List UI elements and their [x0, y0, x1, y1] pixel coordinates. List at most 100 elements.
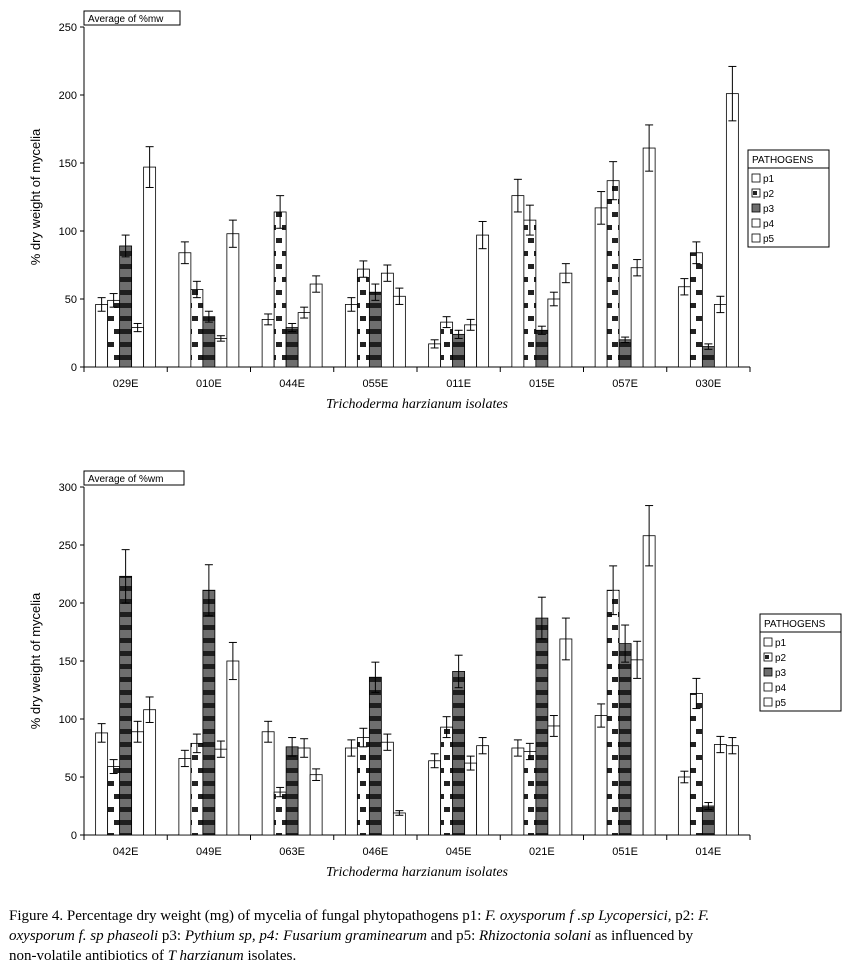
x-tick-label: 055E — [363, 378, 389, 390]
bar-p3 — [202, 589, 216, 836]
error-bar-p3 — [371, 661, 380, 693]
y-tick-label: 200 — [59, 90, 77, 102]
bar-p3 — [285, 746, 299, 836]
error-bar-p5 — [728, 737, 737, 755]
bar-p3 — [285, 327, 299, 368]
bar-p2 — [190, 742, 204, 836]
error-bar-p1 — [264, 720, 273, 743]
bar-p1 — [677, 286, 691, 368]
bar-p2 — [606, 180, 620, 368]
x-tick-label: 051E — [612, 846, 638, 858]
error-bar-p3 — [621, 624, 630, 663]
bar-p2 — [523, 219, 537, 368]
legend-swatch-p3 — [751, 203, 761, 213]
error-bar-p5 — [645, 124, 654, 172]
bar-p1 — [178, 252, 192, 368]
error-bar-p5 — [395, 810, 404, 816]
error-bar-p5 — [228, 641, 237, 681]
bar-p3 — [701, 805, 715, 836]
chart-title-box: Average of %wm — [83, 470, 185, 486]
error-bar-p2 — [276, 786, 285, 798]
error-bar-p1 — [513, 178, 522, 213]
error-bar-p2 — [692, 677, 701, 710]
bar-p3 — [368, 676, 382, 836]
legend-label-p1: p1 — [763, 174, 775, 185]
error-bar-p4 — [383, 733, 392, 751]
legend-label-p2: p2 — [775, 653, 787, 664]
bar-p2 — [356, 268, 370, 368]
bar-p1 — [344, 747, 358, 836]
error-bar-p2 — [525, 742, 534, 761]
chart-mycelial-weight-wm: Average of %wm 0 50 100 150 200 250 300 % dry we… — [28, 470, 842, 880]
error-bar-p4 — [549, 715, 558, 737]
bar-p3 — [452, 671, 466, 836]
bar-p2 — [440, 321, 454, 368]
legend-swatch-p3 — [763, 667, 773, 677]
y-tick-label: 50 — [65, 772, 77, 784]
y-axis-title: % dry weight of mycelia — [28, 128, 43, 265]
bar-p5 — [226, 233, 240, 368]
error-bar-p4 — [633, 640, 642, 679]
bar-p3 — [202, 316, 216, 368]
error-bar-p1 — [430, 753, 439, 769]
error-bar-p1 — [180, 241, 189, 265]
caption-text: T harzianum — [167, 948, 244, 964]
caption-text: Figure 4. Percentage dry weight (mg) of … — [9, 908, 486, 924]
caption-text: and p5: — [426, 928, 479, 944]
error-bar-p5 — [145, 696, 154, 723]
bar-p4 — [380, 741, 394, 836]
bar-p5 — [476, 745, 490, 836]
error-bar-p5 — [645, 505, 654, 567]
bar-p5 — [476, 234, 490, 368]
bar-p2 — [440, 726, 454, 836]
x-axis-title: Trichoderma harzianum isolates — [326, 865, 509, 880]
bar-p5 — [559, 638, 573, 836]
x-tick-label: 011E — [446, 378, 471, 390]
x-axis-title: Trichoderma harzianum isolates — [326, 397, 509, 412]
error-bar-p4 — [300, 306, 309, 319]
legend-label-p4: p4 — [763, 219, 775, 230]
legend-body — [747, 167, 830, 248]
error-bar-p2 — [276, 195, 285, 229]
error-bar-p2 — [609, 161, 618, 201]
bar-p4 — [713, 744, 727, 836]
bar-p5 — [226, 660, 240, 836]
caption-line: Figure 4. Percentage dry weight (mg) of … — [9, 906, 844, 926]
x-tick-label: 014E — [696, 846, 722, 858]
y-tick-label: 0 — [71, 830, 77, 842]
error-bar-p4 — [216, 740, 225, 758]
bar-p1 — [95, 732, 109, 836]
error-bar-p2 — [692, 241, 701, 265]
error-bar-p3 — [121, 549, 130, 604]
bar-p2 — [606, 589, 620, 836]
error-bar-p2 — [609, 565, 618, 616]
bar-p4 — [630, 659, 644, 836]
x-tick-label: 021E — [529, 846, 555, 858]
caption-text: p2: — [671, 908, 699, 924]
legend: PATHOGENS p1 p2 p3 p4 p5 — [747, 149, 830, 248]
y-tick-label: 150 — [59, 158, 77, 170]
error-bar-p5 — [145, 146, 154, 188]
x-tick-label: 030E — [696, 378, 722, 390]
error-bar-p1 — [347, 739, 356, 757]
error-bar-p2 — [192, 280, 201, 299]
error-bar-p5 — [312, 768, 321, 781]
bar-p2 — [689, 252, 703, 368]
caption-line: non-volatile antibiotics of T harzianum … — [9, 946, 844, 966]
legend-title: PATHOGENS — [752, 155, 814, 166]
bar-p4 — [297, 312, 311, 368]
bar-p5 — [392, 812, 406, 836]
chart-mycelial-weight-mw: Average of %mw 0 50 100 150 200 250 % dry weigh… — [28, 10, 830, 412]
bar-p2 — [273, 791, 287, 836]
error-bar-p1 — [680, 770, 689, 784]
bar-p5 — [559, 272, 573, 368]
legend-label-p1: p1 — [775, 638, 787, 649]
bar-p4 — [131, 327, 145, 368]
bar-p5 — [143, 166, 157, 368]
error-bar-p1 — [597, 703, 606, 728]
error-bar-p2 — [359, 727, 368, 748]
caption-text: non-volatile antibiotics of — [9, 948, 168, 964]
bar-p3 — [618, 339, 632, 368]
legend-swatch-p1 — [763, 637, 773, 647]
x-tick-label: 015E — [529, 378, 555, 390]
